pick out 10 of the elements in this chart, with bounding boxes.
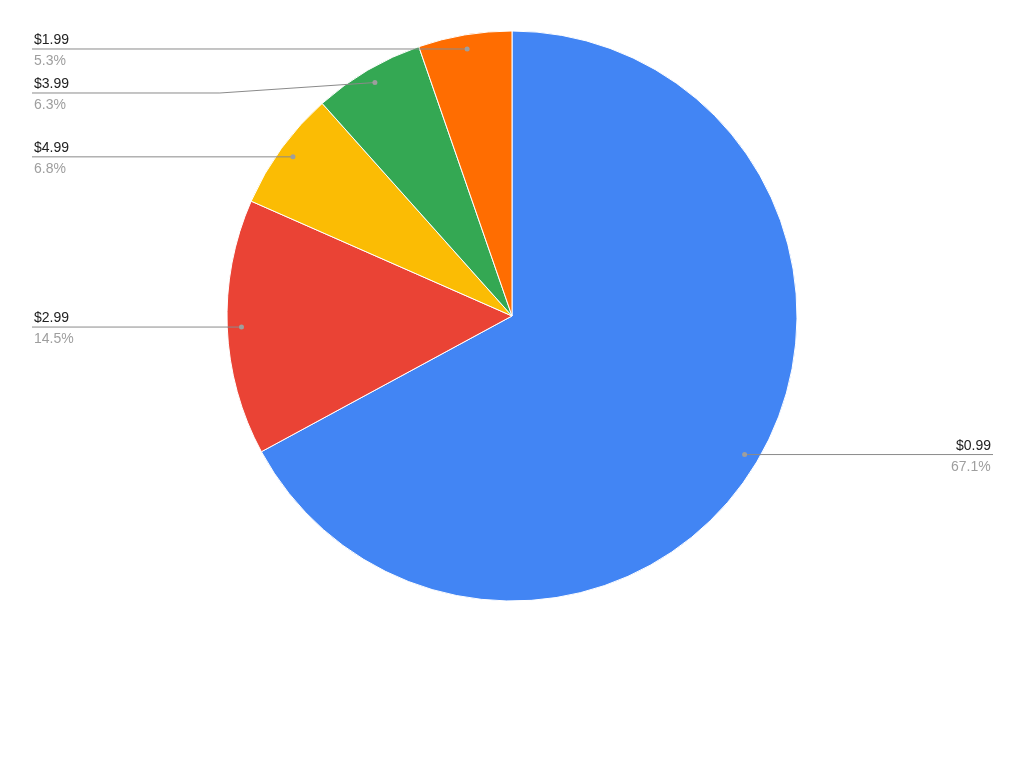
data-label: 67.1% — [951, 458, 991, 474]
data-label: 5.3% — [34, 52, 66, 68]
slice-label: $3.99 — [34, 75, 70, 91]
slice-label: $4.99 — [34, 139, 70, 155]
data-label: 14.5% — [34, 330, 74, 346]
slice-label: $1.99 — [34, 31, 70, 47]
slice-label: $2.99 — [34, 309, 70, 325]
data-label: 6.3% — [34, 96, 66, 112]
data-label: 6.8% — [34, 160, 66, 176]
slice-label: $0.99 — [956, 437, 992, 453]
